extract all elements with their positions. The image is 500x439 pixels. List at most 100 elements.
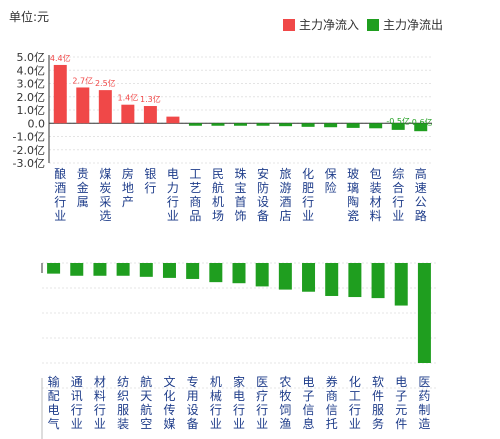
category-label-top-7-char-1: 航	[212, 180, 224, 195]
category-label-bottom-5-char-2: 传	[163, 402, 175, 417]
category-label-bottom-7-char-1: 械	[210, 388, 222, 403]
bar-top-9	[256, 123, 270, 126]
category-label-top-1-char-2: 属	[77, 195, 89, 209]
category-label-top-15-char-3: 业	[392, 209, 404, 223]
bar-top-0	[53, 64, 67, 124]
bar-bottom-11	[302, 263, 316, 292]
category-label-bottom-15-char-3: 件	[395, 417, 407, 431]
category-label-bottom-16-char-2: 制	[418, 403, 430, 417]
bar-top-11	[301, 123, 315, 127]
bar-top-2	[98, 90, 112, 124]
category-label-top-13-char-3: 瓷	[347, 209, 359, 223]
category-label-top-12-char-1: 险	[325, 180, 337, 195]
category-label-bottom-12-char-1: 商	[326, 388, 338, 403]
category-label-bottom-2-char-3: 业	[94, 417, 106, 431]
data-label-top-2: 2.5亿	[95, 78, 116, 88]
legend-item-inflow[interactable]: 主力净流入	[283, 16, 359, 33]
category-label-bottom-10-char-1: 牧	[279, 389, 291, 403]
bar-bottom-0	[47, 263, 61, 274]
category-label-top-7-char-3: 场	[212, 209, 224, 223]
category-label-top-8-char-2: 首	[234, 195, 246, 209]
data-label-top-0: 4.4亿	[50, 53, 71, 63]
category-label-top-8-char-3: 饰	[234, 209, 246, 223]
category-label-top-14-char-0: 包	[370, 167, 382, 181]
category-label-bottom-13-char-3: 业	[349, 417, 361, 431]
category-label-bottom-14-char-0: 软	[372, 375, 384, 389]
category-label-bottom-6-char-0: 专	[187, 374, 199, 389]
bar-top-6	[188, 123, 202, 126]
category-label-top-6-char-1: 艺	[189, 181, 201, 195]
category-label-top-3-char-1: 地	[122, 181, 134, 195]
data-label-top-4: 1.3亿	[140, 94, 161, 104]
category-label-bottom-16-char-3: 造	[418, 417, 430, 431]
y-tick-label-1: 4.0亿	[17, 64, 46, 77]
category-label-top-15-char-2: 行	[392, 195, 404, 209]
bar-bottom-10	[278, 263, 292, 290]
category-label-bottom-16-char-0: 医	[418, 375, 430, 389]
bar-top-4	[143, 106, 157, 124]
y-tick-label-7: -2.0亿	[13, 144, 45, 157]
category-label-top-14-char-1: 装	[370, 181, 382, 195]
category-label-top-4-char-1: 行	[144, 181, 156, 195]
category-label-bottom-9-char-0: 医	[256, 375, 268, 389]
category-label-top-13-char-0: 玻	[347, 167, 359, 181]
legend-item-outflow[interactable]: 主力净流出	[367, 16, 443, 33]
bar-bottom-16	[417, 263, 431, 363]
category-label-top-0-char-1: 酒	[54, 181, 66, 195]
category-label-bottom-13-char-1: 工	[349, 389, 361, 403]
category-label-bottom-2-char-1: 料	[94, 389, 106, 403]
category-label-top-13-char-2: 陶	[347, 194, 359, 209]
y-tick-label-8: -3.0亿	[13, 157, 45, 170]
category-label-top-16-char-0: 高	[415, 166, 427, 181]
category-label-bottom-11-char-3: 息	[303, 416, 315, 431]
category-label-bottom-9-char-2: 行	[256, 403, 268, 417]
bar-top-14	[369, 123, 383, 129]
category-label-top-16-char-2: 公	[415, 195, 427, 209]
category-label-bottom-10-char-2: 饲	[279, 403, 291, 417]
legend-label-inflow: 主力净流入	[299, 18, 360, 32]
category-label-top-0-char-3: 业	[54, 209, 66, 223]
y-tick-label-2: 3.0亿	[17, 78, 46, 91]
bar-bottom-2	[93, 263, 107, 276]
chart-legend: 主力净流入 主力净流出	[283, 16, 451, 33]
category-label-bottom-12-char-0: 券	[326, 374, 338, 389]
category-label-bottom-15-char-0: 电	[395, 375, 407, 389]
category-label-bottom-11-char-1: 子	[303, 389, 315, 403]
bar-bottom-5	[162, 263, 176, 278]
y-tick-label-3: 2.0亿	[17, 91, 46, 104]
category-label-top-13-char-1: 璃	[347, 181, 359, 195]
category-label-bottom-9-char-1: 疗	[256, 389, 268, 403]
category-label-top-8-char-0: 珠	[234, 167, 246, 181]
category-label-top-10-char-1: 游	[280, 181, 292, 195]
category-label-bottom-1-char-2: 行	[71, 403, 83, 417]
bar-top-3	[121, 104, 135, 124]
legend-swatch-outflow	[367, 18, 380, 31]
category-label-top-14-char-3: 料	[370, 209, 382, 223]
bar-bottom-4	[139, 263, 153, 277]
category-label-bottom-13-char-0: 化	[349, 375, 361, 389]
category-label-bottom-0-char-2: 电	[48, 403, 60, 417]
category-label-top-6-char-3: 品	[189, 209, 201, 223]
category-label-top-2-char-2: 采	[99, 195, 111, 209]
bar-top-7	[211, 123, 225, 126]
category-label-top-5-char-3: 业	[167, 209, 179, 223]
bar-top-5	[166, 116, 180, 124]
unit-label: 单位:元	[9, 10, 50, 24]
category-label-top-14-char-2: 材	[370, 195, 382, 209]
category-label-bottom-13-char-2: 行	[349, 403, 361, 417]
category-label-top-11-char-0: 化	[302, 167, 314, 181]
data-label-top-16: -0.6亿	[409, 117, 433, 127]
bar-top-15	[391, 123, 405, 130]
category-label-top-10-char-0: 旅	[280, 167, 292, 181]
category-label-bottom-14-char-2: 服	[372, 403, 384, 417]
category-label-bottom-8-char-2: 行	[233, 403, 245, 417]
category-label-top-9-char-0: 安	[257, 166, 269, 181]
category-label-bottom-7-char-3: 业	[210, 417, 222, 431]
category-label-bottom-14-char-1: 件	[372, 389, 384, 403]
category-label-bottom-12-char-3: 托	[326, 417, 338, 431]
category-label-bottom-12-char-2: 信	[326, 403, 338, 417]
category-label-bottom-8-char-3: 业	[233, 417, 245, 431]
category-label-top-11-char-2: 行	[302, 195, 314, 209]
category-label-bottom-14-char-3: 务	[372, 416, 384, 431]
